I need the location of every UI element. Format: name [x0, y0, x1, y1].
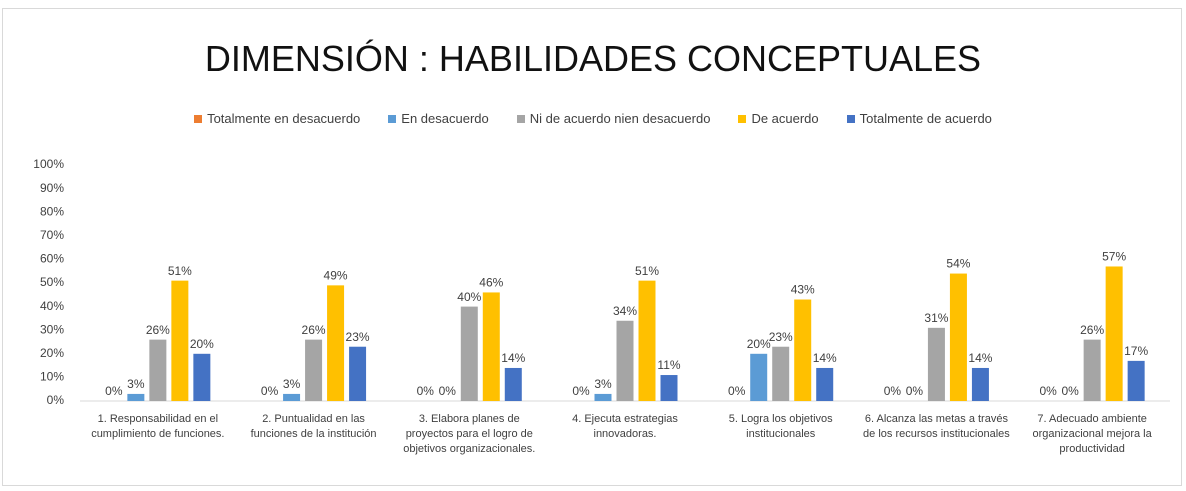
y-tick-label: 80%	[40, 204, 64, 218]
legend-swatch	[388, 114, 397, 123]
data-label: 51%	[635, 264, 659, 278]
bar	[971, 367, 989, 401]
bar	[949, 273, 967, 401]
data-label: 20%	[190, 337, 214, 351]
data-label: 14%	[813, 351, 837, 365]
data-label: 0%	[1039, 384, 1057, 398]
legend-swatch	[846, 114, 855, 123]
x-tick-label: 6. Alcanza las metas a través de los rec…	[863, 413, 1010, 440]
y-tick-label: 60%	[40, 252, 64, 266]
y-tick-label: 10%	[40, 370, 64, 384]
data-label: 0%	[572, 384, 590, 398]
y-tick-label: 50%	[40, 275, 64, 289]
x-tick-label: 4. Ejecuta estrategias innovadoras.	[572, 413, 678, 440]
data-label: 57%	[1102, 250, 1126, 264]
bar	[616, 320, 634, 401]
data-label: 20%	[747, 337, 771, 351]
data-label: 0%	[417, 384, 435, 398]
legend-label: Totalmente en desacuerdo	[207, 111, 361, 126]
data-label: 23%	[346, 330, 370, 344]
x-tick-label: 7. Adecuado ambiente organizacional mejo…	[1032, 413, 1152, 455]
legend-item: De acuerdo	[738, 111, 819, 126]
bar	[327, 285, 345, 401]
legend-label: Totalmente de acuerdo	[859, 111, 992, 126]
legend-swatch	[516, 114, 525, 123]
y-tick-label: 70%	[40, 228, 64, 242]
bar	[794, 299, 812, 401]
bar	[482, 292, 500, 401]
bar	[660, 375, 678, 401]
y-tick-label: 40%	[40, 299, 64, 313]
data-label: 43%	[791, 283, 815, 297]
chart-title: DIMENSIÓN : HABILIDADES CONCEPTUALES	[204, 38, 982, 79]
data-label: 49%	[324, 269, 348, 283]
bar	[349, 346, 367, 401]
bar	[283, 393, 301, 401]
bar	[750, 353, 768, 401]
data-label: 0%	[728, 384, 746, 398]
x-tick-label: 1. Responsabilidad en el cumplimiento de…	[91, 413, 225, 440]
y-tick-label: 90%	[40, 181, 64, 195]
data-label: 0%	[439, 384, 457, 398]
chart-frame	[2, 8, 1182, 486]
data-label: 3%	[127, 377, 145, 391]
bar	[171, 280, 189, 401]
data-label: 0%	[105, 384, 123, 398]
legend-item: Totalmente en desacuerdo	[194, 111, 360, 126]
bar	[127, 393, 145, 401]
y-tick-label: 30%	[40, 322, 64, 336]
data-label: 26%	[302, 323, 326, 337]
data-label: 54%	[946, 257, 970, 271]
x-tick-label: 3. Elabora planes de proyectos para el l…	[403, 413, 536, 455]
bar	[1083, 339, 1101, 401]
legend-item: Totalmente de acuerdo	[846, 111, 992, 126]
y-tick-label: 20%	[40, 346, 64, 360]
data-label: 51%	[168, 264, 192, 278]
data-label: 23%	[769, 330, 793, 344]
legend-label: En desacuerdo	[401, 111, 489, 126]
legend-swatch	[194, 114, 203, 123]
data-label: 26%	[1080, 323, 1104, 337]
y-tick-label: 100%	[33, 157, 64, 171]
data-label: 34%	[613, 304, 637, 318]
legend-swatch	[738, 114, 747, 123]
legend-label: Ni de acuerdo nien desacuerdo	[529, 111, 711, 126]
x-tick-label: 2. Puntualidad en las funciones de la in…	[250, 413, 377, 440]
bar	[816, 367, 834, 401]
legend-item: Ni de acuerdo nien desacuerdo	[516, 111, 711, 126]
data-label: 3%	[594, 377, 612, 391]
data-label: 46%	[479, 276, 503, 290]
data-label: 40%	[457, 290, 481, 304]
bar	[594, 393, 612, 401]
bar	[193, 353, 211, 401]
legend-item: En desacuerdo	[388, 111, 489, 126]
data-label: 31%	[924, 311, 948, 325]
data-label: 3%	[283, 377, 301, 391]
data-label: 17%	[1124, 344, 1148, 358]
bar	[772, 346, 790, 401]
data-label: 11%	[657, 358, 680, 372]
data-label: 14%	[501, 351, 525, 365]
data-label: 0%	[261, 384, 279, 398]
data-label: 14%	[968, 351, 992, 365]
bar	[460, 306, 478, 401]
bar	[504, 367, 522, 401]
bar	[1127, 360, 1145, 401]
data-label: 0%	[884, 384, 902, 398]
data-label: 0%	[906, 384, 924, 398]
y-tick-label: 0%	[47, 393, 65, 407]
x-tick-label: 5. Logra los objetivos institucionales	[728, 413, 833, 440]
bar	[638, 280, 656, 401]
bar	[149, 339, 167, 401]
data-label: 0%	[1061, 384, 1079, 398]
data-label: 26%	[146, 323, 170, 337]
legend-label: De acuerdo	[751, 111, 819, 126]
legend: Totalmente en desacuerdo En desacuerdo Ni …	[0, 111, 1186, 126]
bar	[927, 327, 945, 401]
bar	[305, 339, 323, 401]
bar	[1105, 266, 1123, 401]
